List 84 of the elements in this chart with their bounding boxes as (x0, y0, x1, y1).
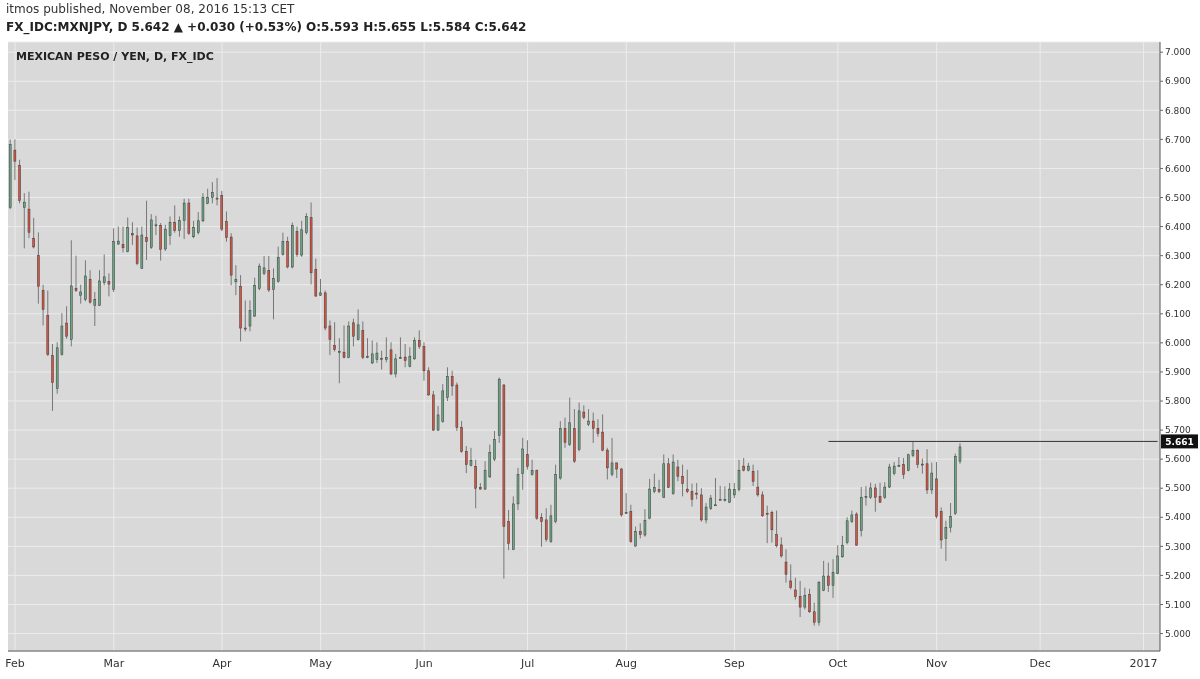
candlestick (780, 536, 783, 559)
candlestick (888, 463, 891, 489)
text: MEXICAN PESO / YEN, D, FX_IDC (16, 50, 214, 63)
x-tick-label: Oct (828, 656, 849, 670)
candlestick (23, 192, 26, 249)
candlestick (145, 200, 148, 261)
candlestick (178, 215, 181, 238)
candlestick (474, 459, 477, 509)
x-tick-label: Mar (103, 656, 125, 670)
candlestick (761, 490, 764, 518)
x-tick-label: Nov (925, 656, 948, 670)
candlestick (808, 588, 811, 614)
candlestick (789, 563, 792, 590)
candlestick (272, 267, 275, 320)
candlestick (526, 439, 529, 471)
y-tick-label: 6.400 (1165, 221, 1192, 232)
y-tick-label: 5.800 (1165, 396, 1192, 407)
candlestick (690, 483, 694, 508)
y-tick-label: 6.800 (1165, 105, 1192, 116)
candlestick (413, 336, 416, 361)
candlestick (845, 516, 849, 545)
candlestick (831, 558, 835, 599)
candlestick (775, 510, 778, 549)
y-tick-label: 5.200 (1165, 570, 1192, 581)
y-tick-label: 6.200 (1165, 279, 1192, 290)
candlestick (41, 284, 45, 326)
y-tick-label: 5.000 (1165, 628, 1192, 639)
candlestick (751, 464, 755, 487)
y-tick-label: 5.900 (1165, 367, 1192, 378)
candlestick (756, 469, 760, 498)
y-tick-label: 6.600 (1165, 163, 1192, 174)
candlestick (446, 366, 449, 402)
candlestick (276, 246, 280, 284)
candlestick (403, 343, 407, 368)
y-tick-label: 6.300 (1165, 250, 1192, 261)
candlestick (234, 264, 238, 296)
y-tick-label: 5.300 (1165, 541, 1192, 552)
y-tick-label: 5.600 (1165, 454, 1192, 465)
y-tick-label: 5.700 (1165, 425, 1192, 436)
x-tick-label: Jun (414, 656, 433, 670)
x-tick-label: Jul (519, 656, 535, 670)
y-tick-label: 6.000 (1165, 338, 1192, 349)
candlestick (737, 459, 741, 492)
candlestick (342, 324, 346, 359)
y-tick-label: 6.500 (1165, 192, 1192, 203)
ref-line-label: 5.661 (1165, 437, 1194, 448)
y-tick-label: 7.000 (1165, 47, 1192, 58)
candlestick (770, 510, 774, 544)
candlestick (841, 535, 844, 559)
x-tick-label: May (309, 656, 333, 670)
chart-subtitle: FX_IDC:MXNJPY, D 5.642 ▲ +0.030 (+0.53%) O:5.593 H:5.655 L:5.584 C:5.642 (6, 20, 527, 34)
candlestick (121, 226, 125, 253)
y-tick-label: 6.900 (1165, 76, 1192, 87)
candlestick (225, 210, 228, 243)
y-tick-label: 6.700 (1165, 134, 1192, 145)
candlestick (333, 321, 336, 353)
y-tick-label: 5.100 (1165, 599, 1192, 610)
candlestick (798, 580, 802, 618)
candlestick (493, 430, 496, 462)
candlestick (610, 437, 614, 477)
x-tick-label: Aug (615, 656, 638, 670)
candlestick (784, 548, 788, 584)
x-tick-label: Feb (5, 656, 25, 670)
candlestick (667, 457, 670, 489)
candlestick (375, 341, 379, 364)
y-tick-label: 5.500 (1165, 483, 1192, 494)
x-tick-label: Sep (724, 656, 745, 670)
candlestick (79, 284, 82, 305)
candlestick (244, 299, 247, 333)
x-tick-label: Apr (212, 656, 232, 670)
candlestick (88, 269, 92, 305)
candlestick (634, 526, 637, 548)
candlestick (27, 191, 31, 239)
candlestick (723, 485, 727, 503)
candlestick (643, 508, 647, 538)
x-tick-label: Dec (1029, 656, 1051, 670)
candlestick (714, 477, 717, 507)
y-tick-label: 6.100 (1165, 308, 1192, 319)
x-tick-label: 2017 (1129, 656, 1158, 670)
y-tick-label: 5.400 (1165, 512, 1192, 523)
text: itmos published, November 08, 2016 15:13 CET (6, 2, 295, 16)
candlestick (32, 217, 35, 249)
candlestick (540, 512, 543, 548)
candlestick (168, 215, 172, 246)
